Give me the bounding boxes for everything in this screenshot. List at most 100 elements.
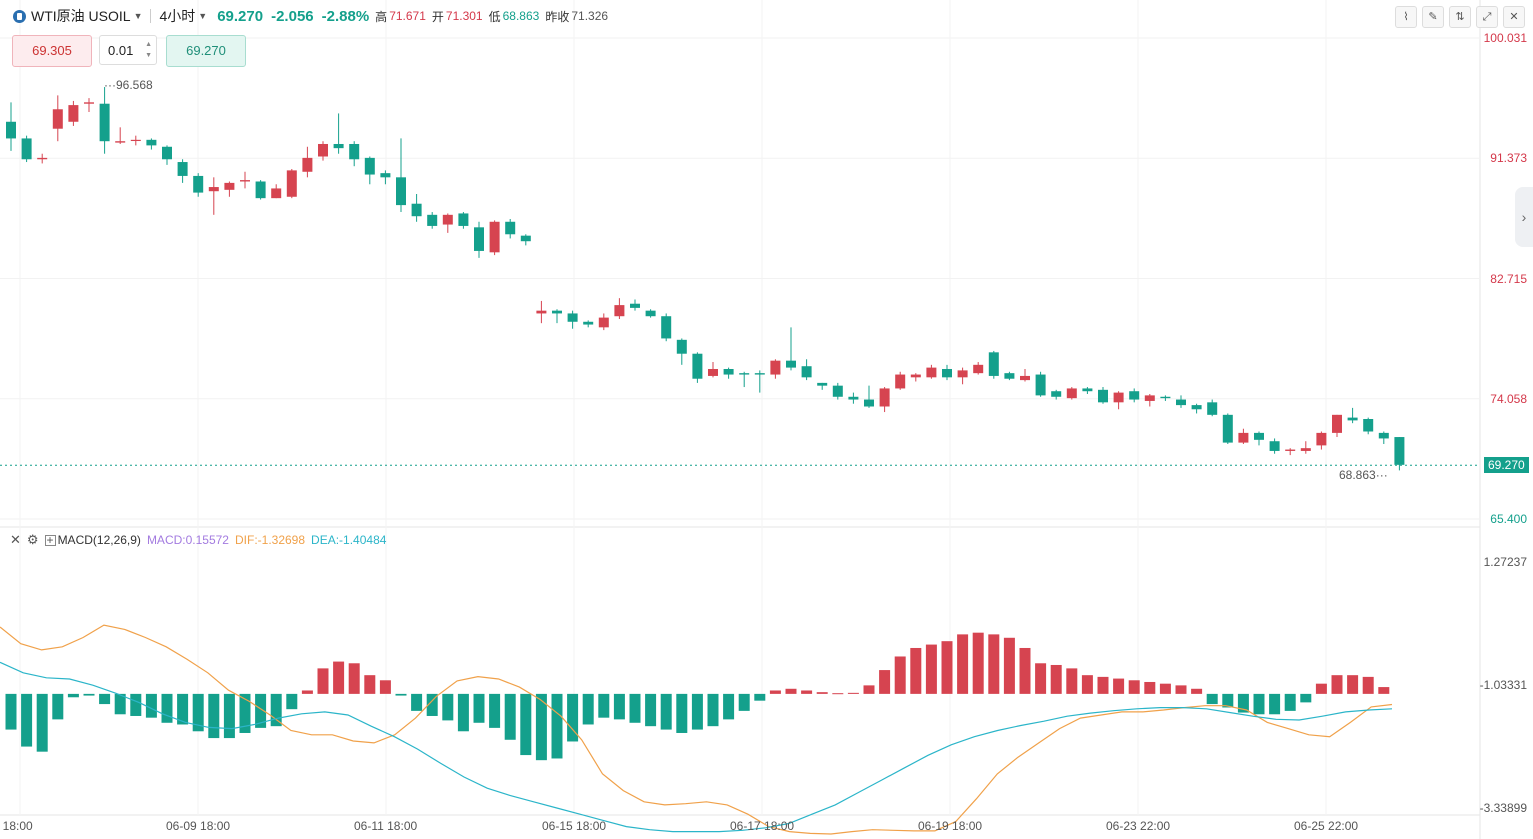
candle-body xyxy=(1207,402,1218,415)
candle-body xyxy=(988,352,999,376)
compare-icon[interactable]: ⇅ xyxy=(1449,6,1471,28)
macd-bar xyxy=(754,693,766,701)
symbol-dropdown-icon[interactable]: ▼ xyxy=(133,11,143,21)
candle-body xyxy=(505,221,516,235)
fullscreen-icon[interactable]: ⤢ xyxy=(1476,6,1498,28)
candle-body xyxy=(302,157,313,172)
quantity-value[interactable]: 0.01 xyxy=(108,43,134,58)
candle-body xyxy=(146,139,157,146)
macd-bar xyxy=(1097,676,1109,694)
macd-bar xyxy=(301,690,313,694)
indicator-name: MACD(12,26,9) xyxy=(57,533,141,547)
candle-body xyxy=(942,368,952,378)
candle-body xyxy=(21,138,32,160)
macd-bar xyxy=(1066,668,1078,694)
macd-bar xyxy=(598,693,610,718)
macd-bar xyxy=(504,693,516,740)
candle-body xyxy=(770,360,781,375)
candle-body xyxy=(240,180,250,182)
macd-bar xyxy=(1003,637,1015,694)
interval-dropdown-icon[interactable]: ▼ xyxy=(198,11,208,21)
macd-tick-label: -3.33899 xyxy=(1479,801,1527,815)
macd-bar xyxy=(1191,688,1203,694)
candle-body xyxy=(598,317,609,328)
candle-body xyxy=(1144,395,1155,401)
macd-bar xyxy=(192,693,204,732)
macd-bar xyxy=(473,693,485,723)
time-tick-label: 06-15 18:00 xyxy=(542,819,607,833)
macd-bar xyxy=(1237,693,1249,713)
candle-body xyxy=(318,143,328,157)
macd-bar xyxy=(785,688,797,694)
candle-body xyxy=(1129,391,1140,400)
candle-body xyxy=(552,310,562,314)
candle-body xyxy=(692,353,703,379)
macd-bar xyxy=(676,693,688,733)
candle-body xyxy=(474,227,484,251)
candle-body xyxy=(645,310,656,317)
dea-value: DEA:-1.40484 xyxy=(311,533,387,547)
macd-bar xyxy=(801,690,813,694)
candle-body xyxy=(676,339,687,354)
gear-icon[interactable]: ⚙ xyxy=(26,532,39,547)
macd-bar xyxy=(520,693,532,756)
macd-bar xyxy=(255,693,267,728)
candle-body xyxy=(895,374,906,389)
candle-body xyxy=(630,303,640,308)
price-tick-label: 74.058 xyxy=(1490,391,1527,406)
macd-bar xyxy=(613,693,625,720)
candle-body xyxy=(1254,432,1264,440)
macd-bar xyxy=(629,693,641,723)
time-tick-label: 06-23 22:00 xyxy=(1106,819,1171,833)
high-value: 71.671 xyxy=(389,9,426,23)
candle-body xyxy=(255,181,266,199)
macd-lines xyxy=(0,624,1393,835)
candle-body xyxy=(1098,389,1108,403)
last-price: 69.270 xyxy=(217,7,264,25)
macd-bar xyxy=(645,693,657,727)
macd-bar xyxy=(847,692,859,694)
close-icon[interactable]: ✕ xyxy=(1503,6,1525,28)
candle-body xyxy=(364,157,375,175)
candle-body xyxy=(817,382,828,386)
candle-body xyxy=(1347,417,1358,421)
macd-bar xyxy=(208,693,220,739)
chart-type-icon[interactable]: ⌇ xyxy=(1395,6,1417,28)
macd-tick-label: 1.27237 xyxy=(1483,555,1527,569)
stepper-arrows-icon[interactable]: ▲ ▼ xyxy=(145,41,152,59)
time-tick-label: 06-17 18:00 xyxy=(730,819,795,833)
low-value: 68.863 xyxy=(502,9,540,23)
interval-selector[interactable]: 4小时 xyxy=(159,8,196,24)
macd-bar xyxy=(1081,675,1093,694)
candle-body xyxy=(754,373,765,375)
candle-body xyxy=(1269,441,1280,451)
macd-bar xyxy=(582,693,594,725)
symbol-name[interactable]: WTI原油 USOIL xyxy=(31,8,131,24)
draw-icon[interactable]: ✎ xyxy=(1422,6,1444,28)
quantity-stepper[interactable]: 0.01 ▲ ▼ xyxy=(99,35,157,65)
settings-icon[interactable]: + xyxy=(44,532,56,547)
symbol-logo-icon xyxy=(13,9,26,23)
close-icon[interactable]: ✕ xyxy=(10,532,21,547)
expand-panel-icon[interactable]: › xyxy=(1515,187,1533,247)
sell-button[interactable]: 69.305 xyxy=(12,35,92,67)
macd-bar xyxy=(1159,683,1171,694)
candle-body xyxy=(1051,391,1062,397)
buy-button[interactable]: 69.270 xyxy=(166,35,246,67)
high-label: 高 xyxy=(375,9,388,24)
open-label: 开 xyxy=(431,9,444,24)
macd-bar xyxy=(333,661,345,694)
macd-bar xyxy=(457,693,469,732)
candle-body xyxy=(879,388,890,407)
low-marker: 68.863··· xyxy=(1339,467,1388,482)
macd-bar xyxy=(1253,693,1265,715)
candle-body xyxy=(1285,449,1296,451)
candle-body xyxy=(1082,388,1093,392)
prev-close-value: 71.326 xyxy=(571,9,609,23)
time-tick-label: 05 18:00 xyxy=(0,819,33,833)
macd-bar xyxy=(925,644,937,694)
macd-bar xyxy=(551,693,563,759)
candle-body xyxy=(926,367,937,378)
macd-bar xyxy=(379,680,391,694)
